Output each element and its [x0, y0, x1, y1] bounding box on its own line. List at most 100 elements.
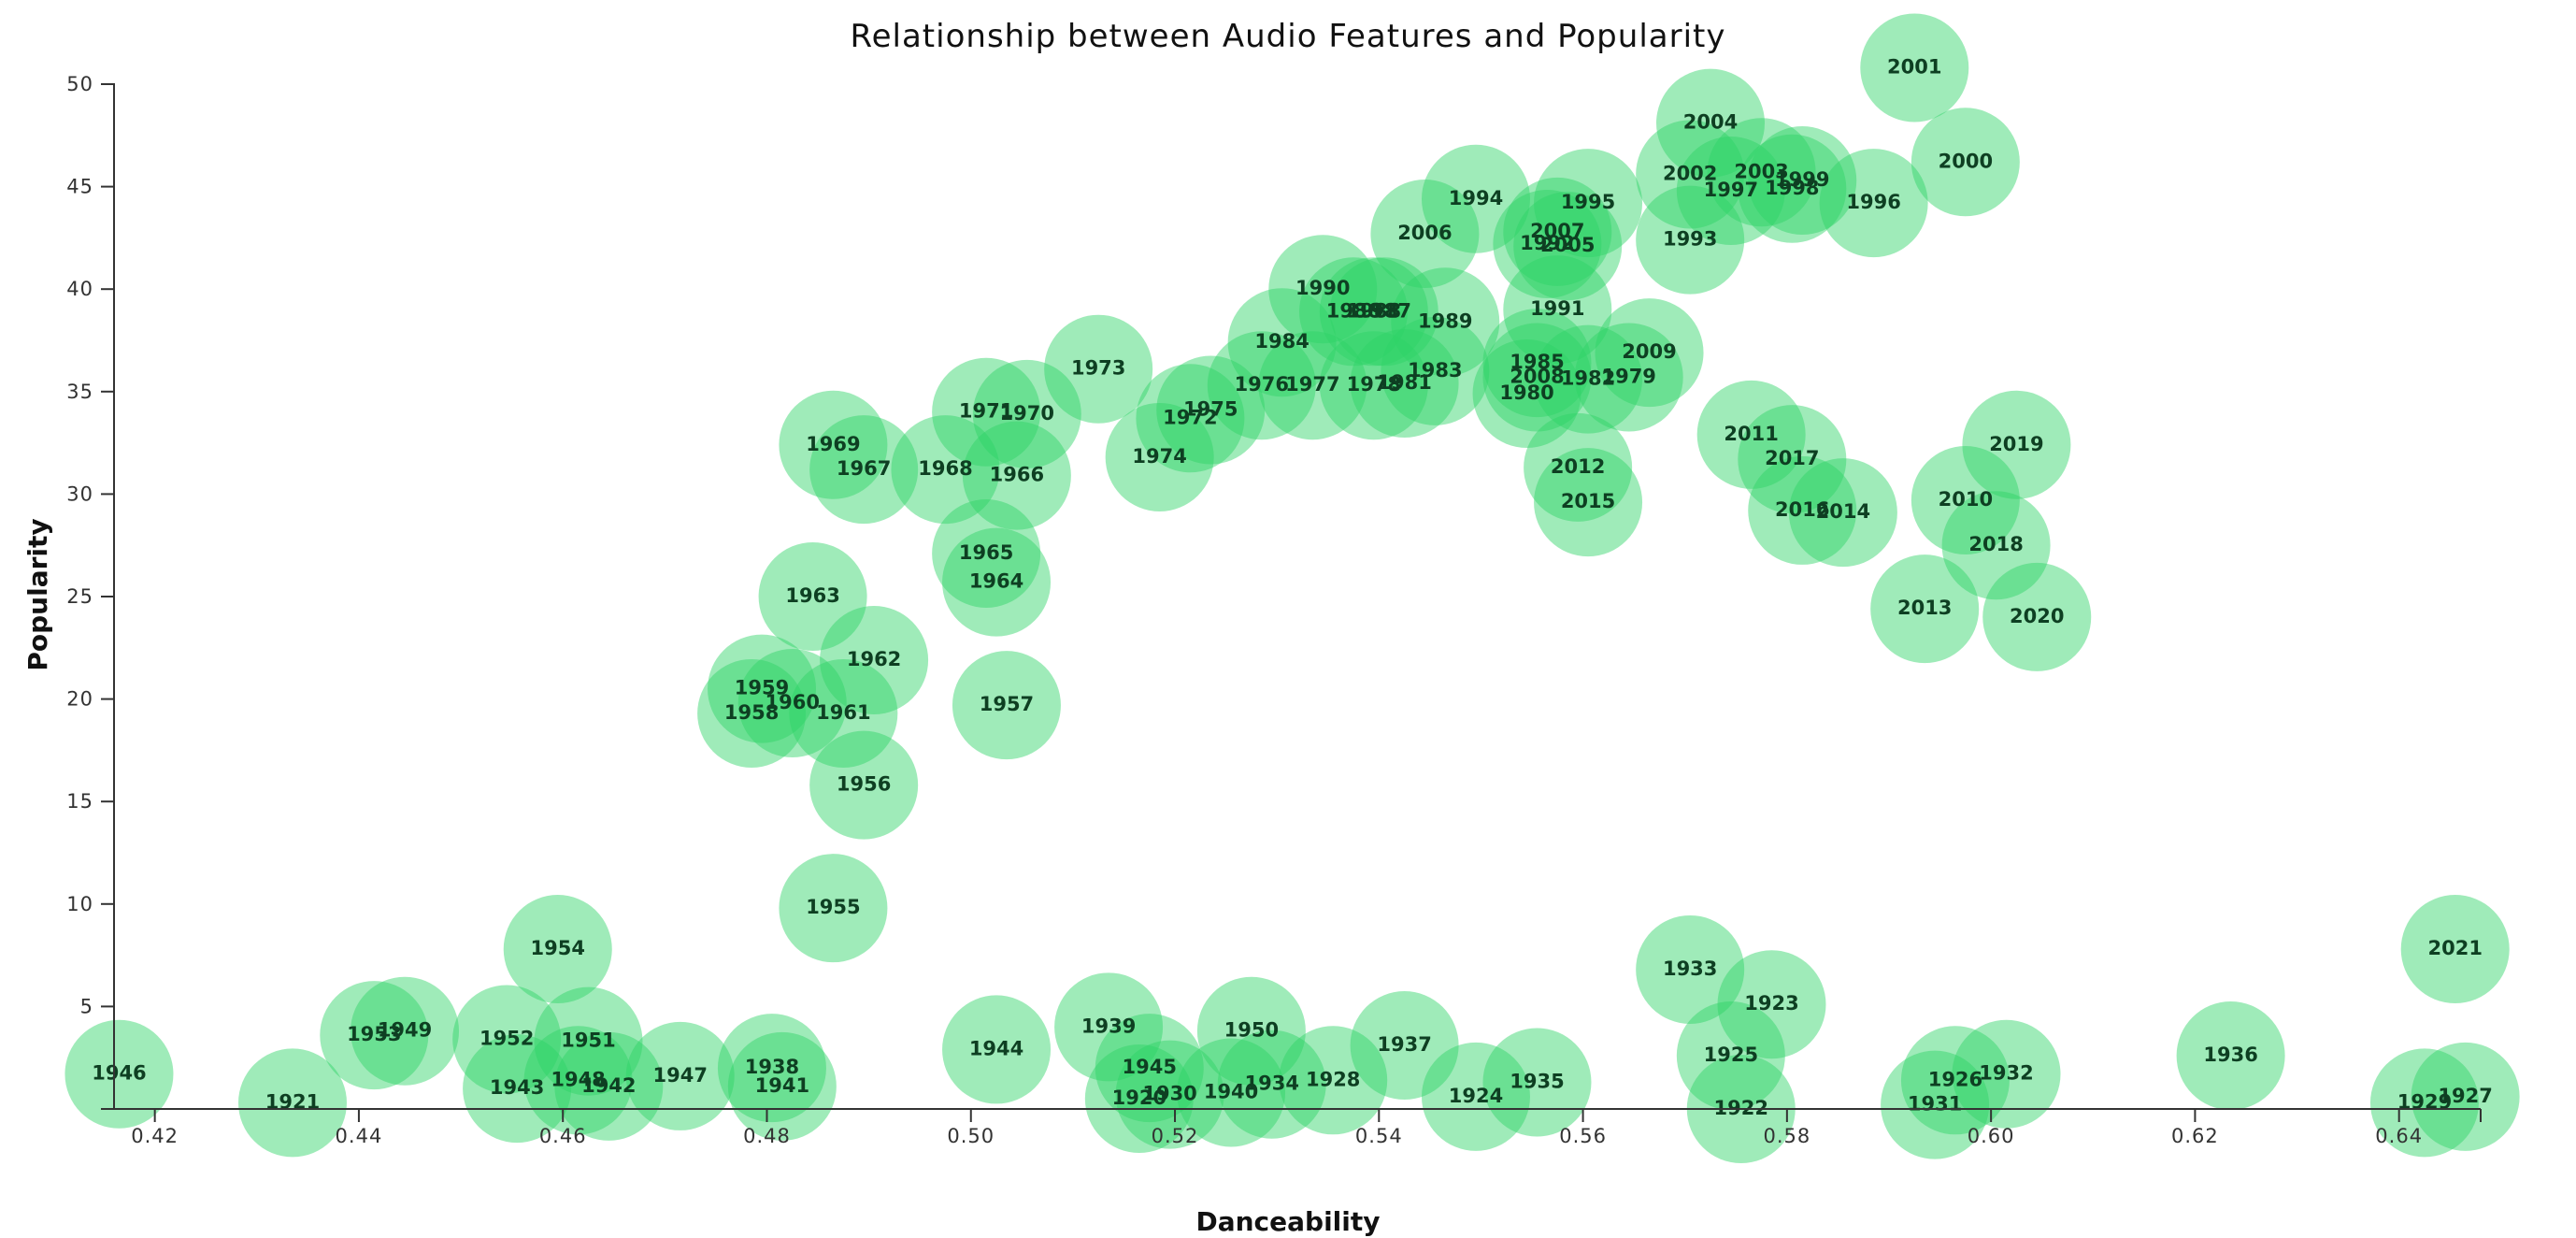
bubble-label: 1982	[1561, 367, 1615, 390]
x-tick-label: 0.42	[131, 1125, 179, 1147]
bubble-label: 1934	[1244, 1072, 1298, 1095]
bubble-1943	[463, 1034, 572, 1144]
bubble-2011	[1696, 380, 1806, 489]
bubble-label: 2014	[1816, 500, 1870, 523]
bubble-1973	[1044, 314, 1153, 424]
bubble-label: 1998	[1765, 177, 1819, 199]
bubble-1992	[1493, 189, 1602, 298]
bubble-label: 1956	[837, 773, 891, 796]
bubble-1988	[1319, 257, 1428, 367]
bubble-label: 2017	[1765, 447, 1819, 469]
bubble-1961	[789, 658, 898, 768]
bubble-label: 2021	[2427, 937, 2482, 959]
bubble-label: 1990	[1295, 277, 1350, 299]
y-tick-label: 20	[66, 688, 93, 711]
bubble-label: 1926	[1928, 1068, 1982, 1090]
bubble-1965	[932, 498, 1041, 608]
bubble-1976	[1207, 331, 1316, 440]
bubble-label: 1955	[806, 896, 860, 918]
bubble-2008	[1482, 323, 1592, 432]
bubble-2021	[2400, 895, 2510, 1004]
bubble-label: 1996	[1846, 191, 1900, 213]
bubble-1931	[1881, 1050, 1990, 1159]
bubble-label: 1924	[1449, 1085, 1503, 1107]
bubble-1928	[1279, 1026, 1388, 1135]
x-tick-label: 0.50	[947, 1125, 995, 1147]
bubble-label: 1953	[347, 1023, 401, 1045]
x-tick-label: 0.60	[1968, 1125, 2015, 1147]
bubble-label: 1981	[1377, 371, 1431, 394]
x-tick-label: 0.44	[336, 1125, 383, 1147]
bubble-label: 2003	[1734, 160, 1788, 182]
bubble-1999	[1748, 126, 1857, 236]
bubble-2012	[1524, 412, 1633, 522]
bubble-1948	[523, 1026, 633, 1135]
bubble-1927	[2411, 1042, 2520, 1151]
bubble-label: 1958	[724, 701, 779, 724]
bubble-label: 1984	[1254, 330, 1309, 353]
bubble-1972	[1136, 364, 1245, 473]
bubble-2004	[1656, 68, 1766, 178]
bubble-label: 1938	[745, 1056, 799, 1078]
bubble-label: 1939	[1081, 1015, 1136, 1037]
bubble-2000	[1911, 108, 2020, 217]
bubble-1936	[2176, 1001, 2285, 1111]
bubble-label: 2007	[1530, 220, 1584, 242]
bubble-label: 1992	[1520, 232, 1574, 254]
bubble-label: 1975	[1183, 398, 1238, 421]
bubble-label: 1941	[755, 1074, 809, 1097]
bubble-label: 1963	[785, 584, 839, 607]
bubble-1974	[1105, 402, 1214, 511]
bubble-1977	[1258, 331, 1367, 440]
bubble-2020	[1982, 562, 2092, 671]
bubble-label: 1962	[847, 648, 901, 670]
bubble-1951	[534, 986, 643, 1096]
x-tick-label: 0.56	[1559, 1125, 1607, 1147]
bubble-label: 1928	[1306, 1068, 1360, 1090]
bubble-1960	[737, 648, 847, 757]
bubble-2006	[1370, 180, 1480, 289]
bubble-label: 1999	[1775, 168, 1829, 191]
bubble-1963	[758, 542, 867, 651]
bubble-1955	[779, 854, 888, 963]
bubble-label: 1942	[581, 1074, 636, 1097]
bubble-2003	[1707, 118, 1816, 227]
bubble-1933	[1636, 914, 1745, 1024]
y-tick-label: 35	[66, 381, 93, 403]
bubble-label: 1952	[479, 1027, 534, 1049]
bubble-label: 1972	[1163, 406, 1217, 428]
bubble-1975	[1156, 355, 1266, 465]
bubble-label: 1977	[1285, 373, 1339, 396]
bubble-1941	[727, 1031, 837, 1141]
bubble-label: 2016	[1775, 498, 1829, 521]
bubble-label: 1983	[1408, 359, 1462, 381]
bubble-2017	[1738, 405, 1847, 514]
bubble-1925	[1676, 1001, 1785, 1111]
bubble-2005	[1513, 192, 1623, 301]
bubble-label: 1971	[959, 400, 1013, 423]
bubble-1967	[809, 415, 919, 525]
bubble-label: 1979	[1601, 365, 1655, 387]
x-axis-label: Danceability	[1195, 1206, 1380, 1237]
bubble-label: 1966	[990, 464, 1044, 486]
y-tick-label: 30	[66, 482, 93, 505]
bubble-label: 1987	[1357, 299, 1411, 322]
bubble-label: 1932	[1979, 1062, 2033, 1085]
bubble-1980	[1472, 338, 1581, 448]
bubble-1937	[1350, 991, 1459, 1101]
bubble-1952	[452, 985, 562, 1094]
bubble-1964	[942, 527, 1052, 637]
bubble-1966	[962, 421, 1071, 530]
bubble-2014	[1788, 458, 1897, 568]
bubble-label: 2011	[1724, 423, 1778, 445]
bubble-label: 2001	[1887, 55, 1941, 78]
bubble-label: 2006	[1397, 222, 1452, 244]
bubble-1945	[1095, 1014, 1204, 1123]
bubble-label: 2005	[1540, 234, 1595, 256]
bubble-label: 1937	[1377, 1033, 1431, 1056]
y-tick-label: 10	[66, 893, 93, 915]
bubble-label: 1976	[1235, 373, 1289, 396]
bubble-1993	[1636, 185, 1745, 295]
bubble-label: 1920	[1112, 1087, 1166, 1109]
bubble-1949	[351, 976, 460, 1086]
